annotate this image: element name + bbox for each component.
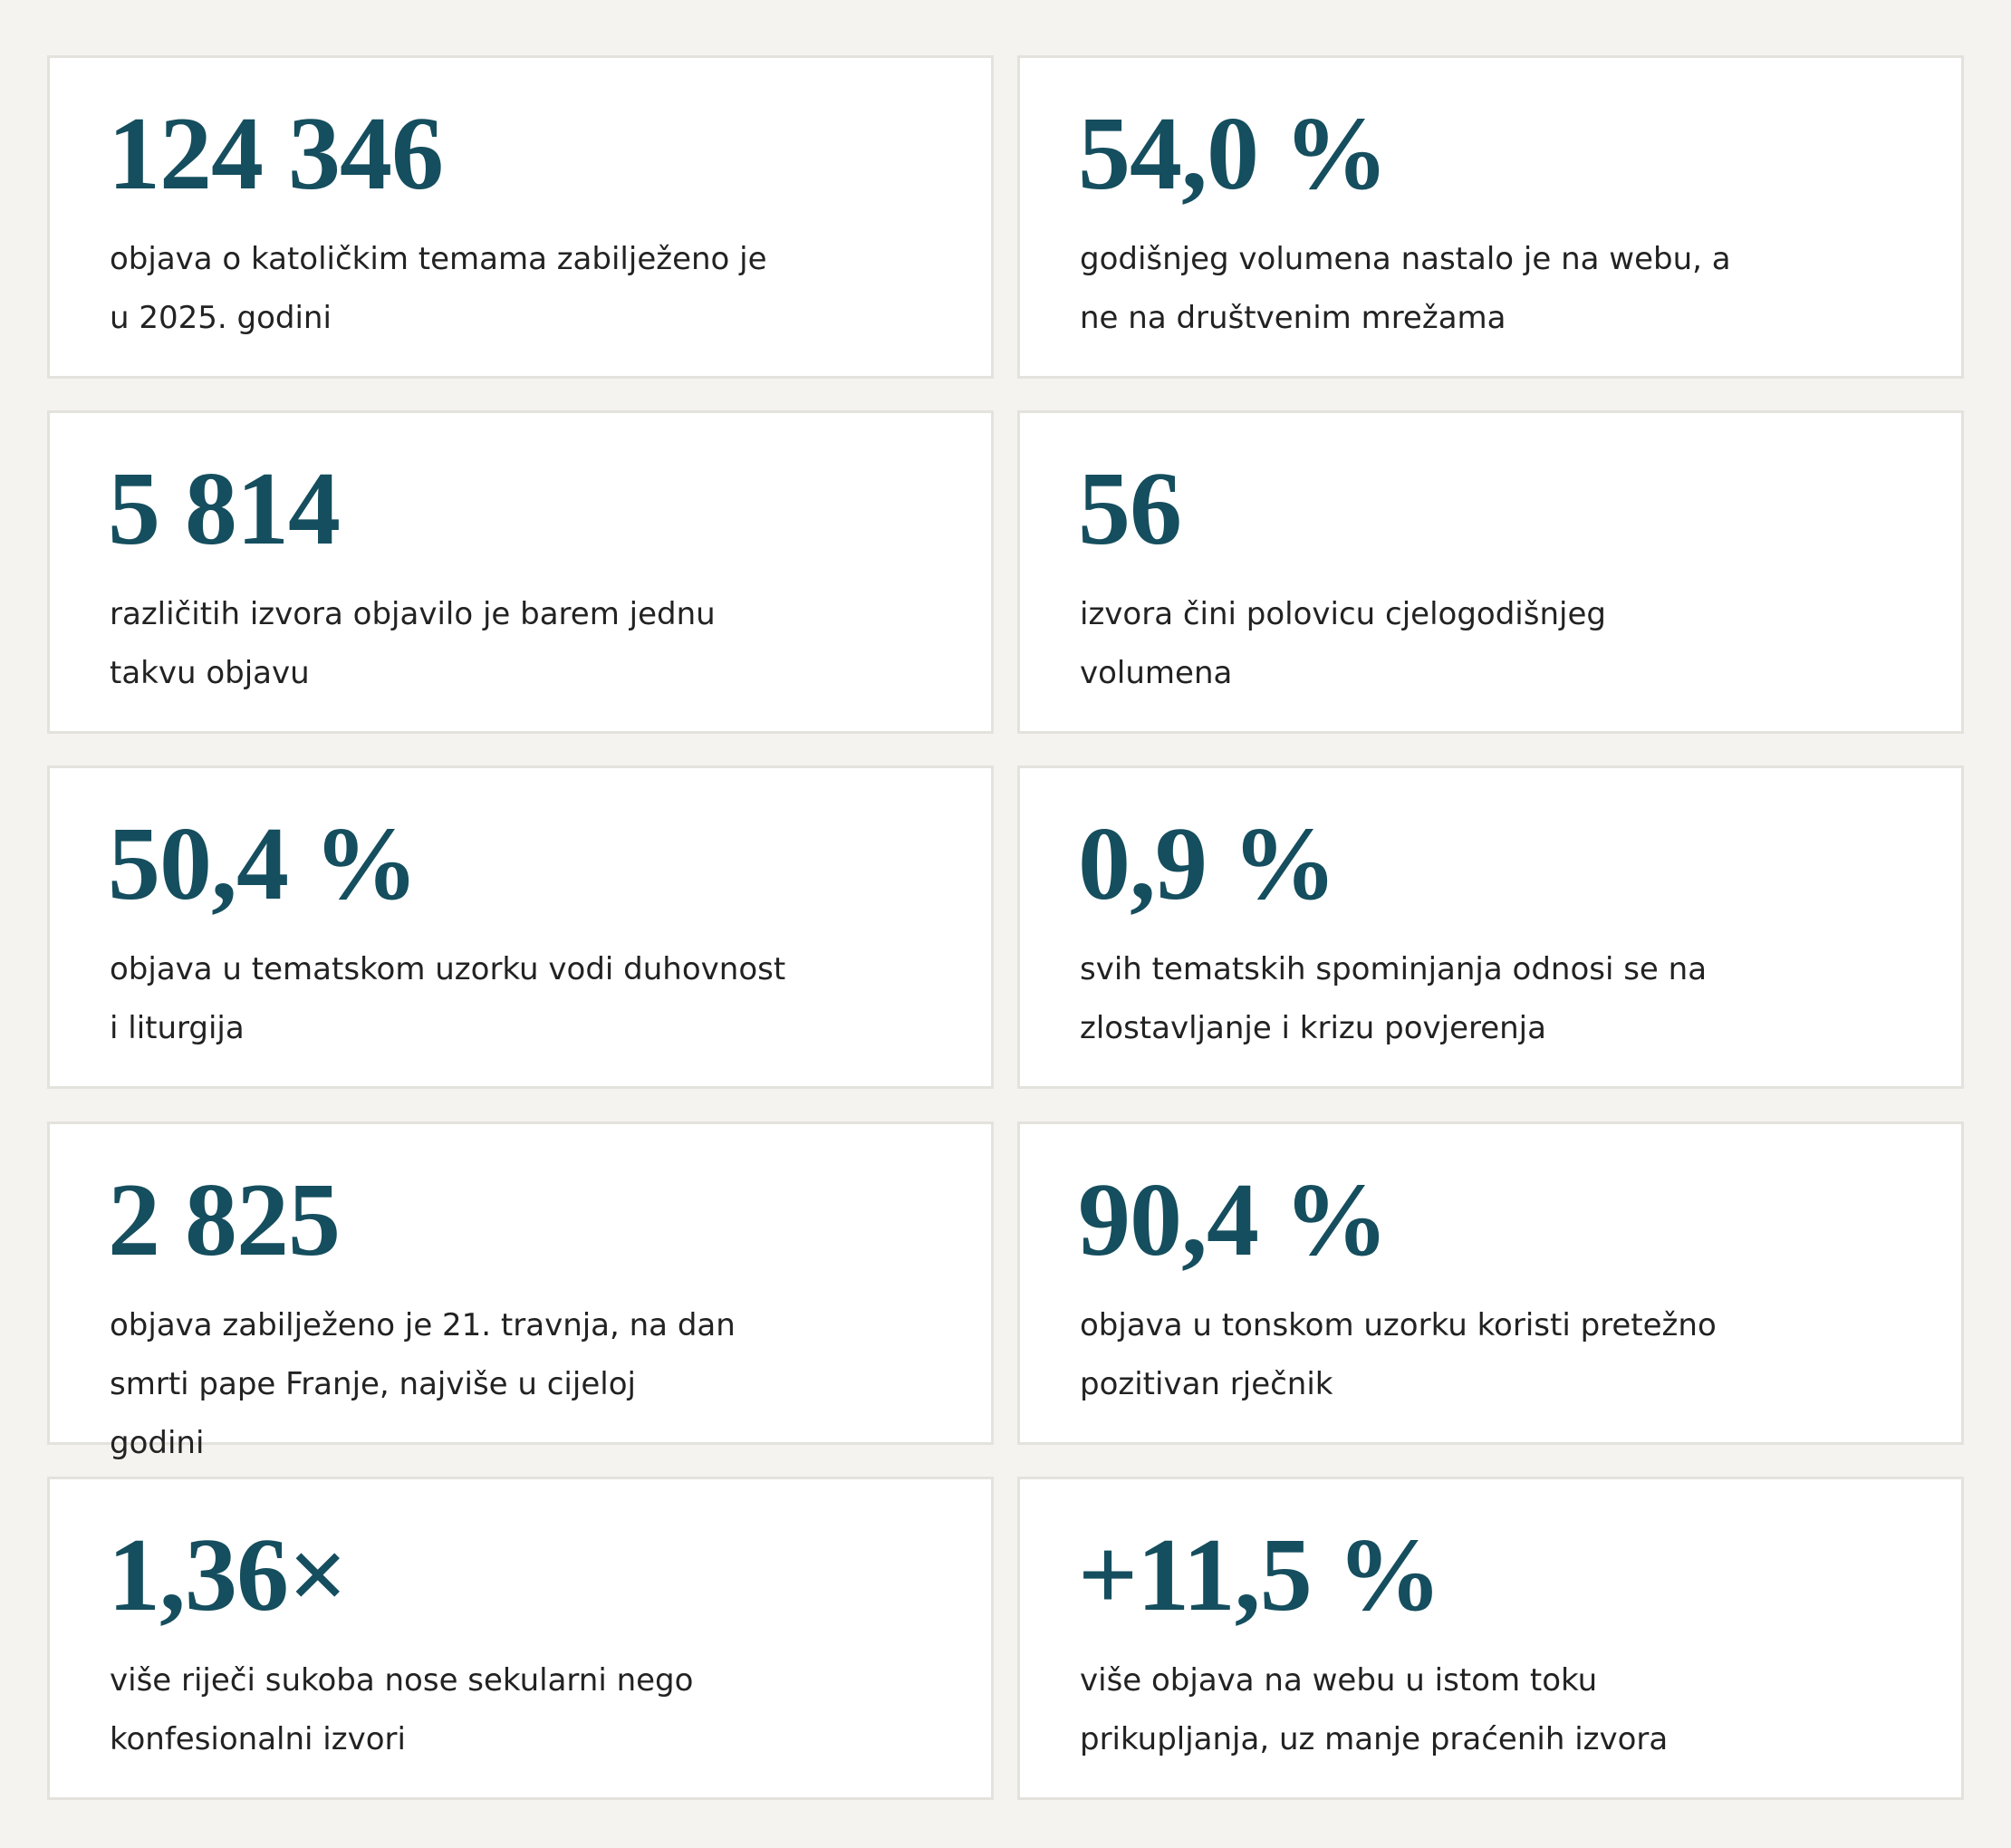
stat-description: izvora čini polovicu cjelogodišnjeg volum… [1080,585,1606,703]
description-line: u 2025. godini [110,300,332,336]
stat-card: 2 825 objava zabilježeno je 21. travnja, … [47,1121,994,1461]
description-line: više objava na webu u istom toku [1080,1662,1598,1699]
description-line: volumena [1080,655,1233,691]
description-line: objava zabilježeno je 21. travnja, na da… [110,1307,736,1343]
description-line: smrti pape Franje, najviše u cijeloj [110,1366,636,1402]
stat-value: 5 814 [108,451,341,567]
stat-value: 1,36× [108,1517,348,1633]
stat-description: više objava na webu u istom toku prikuplj… [1080,1651,1668,1769]
stat-description: objava o katoličkim temama zabilježeno j… [110,230,767,348]
stat-card: +11,5 % više objava na webu u istom toku p… [1017,1477,1964,1800]
stat-value: 0,9 % [1078,806,1337,922]
description-line: objava u tonskom uzorku koristi pretežno [1080,1307,1717,1343]
stat-card: 5 814 različitih izvora objavilo je barem… [47,410,994,734]
description-line: svih tematskih spominjanja odnosi se na [1080,951,1708,987]
stat-card: 0,9 % svih tematskih spominjanja odnosi s… [1017,765,1964,1089]
stat-card: 54,0 % godišnjeg volumena nastalo je na w… [1017,55,1964,379]
stat-description: godišnjeg volumena nastalo je na webu, a… [1080,230,1731,348]
stat-description: objava u tematskom uzorku vodi duhovnost… [110,940,785,1058]
stat-value: 90,4 % [1078,1162,1389,1278]
description-line: više riječi sukoba nose sekularni nego [110,1662,694,1699]
stat-card: 124 346 objava o katoličkim temama zabilj… [47,55,994,379]
description-line: konfesionalni izvori [110,1721,406,1757]
description-line: objava u tematskom uzorku vodi duhovnost [110,951,786,987]
stat-value: 2 825 [108,1162,341,1278]
stat-value: 124 346 [108,96,444,212]
stat-description: objava zabilježeno je 21. travnja, na da… [110,1296,736,1473]
description-line: takvu objavu [110,655,310,691]
stat-value: 50,4 % [108,806,419,922]
stat-description: svih tematskih spominjanja odnosi se na z… [1080,940,1707,1058]
stat-description: različitih izvora objavilo je barem jedn… [110,585,716,703]
description-line: godini [110,1425,205,1461]
description-line: pozitivan rječnik [1080,1366,1333,1402]
description-line: zlostavljanje i krizu povjerenja [1080,1010,1546,1046]
description-line: ne na društvenim mrežama [1080,300,1506,336]
description-line: različitih izvora objavilo je barem jedn… [110,596,716,632]
description-line: izvora čini polovicu cjelogodišnjeg [1080,596,1606,632]
stat-value: 56 [1078,451,1182,567]
description-line: prikupljanja, uz manje praćenih izvora [1080,1721,1669,1757]
stat-description: objava u tonskom uzorku koristi pretežno… [1080,1296,1717,1414]
description-line: godišnjeg volumena nastalo je na webu, a [1080,241,1731,277]
stat-card: 90,4 % objava u tonskom uzorku koristi pr… [1017,1121,1964,1445]
stat-value: 54,0 % [1078,96,1389,212]
stat-card: 50,4 % objava u tematskom uzorku vodi duh… [47,765,994,1089]
description-line: objava o katoličkim temama zabilježeno j… [110,241,767,277]
stat-description: više riječi sukoba nose sekularni nego ko… [110,1651,693,1769]
stat-card: 56 izvora čini polovicu cjelogodišnjeg vol… [1017,410,1964,734]
stat-card: 1,36× više riječi sukoba nose sekularni n… [47,1477,994,1800]
stat-value: +11,5 % [1078,1517,1442,1633]
description-line: i liturgija [110,1010,245,1046]
